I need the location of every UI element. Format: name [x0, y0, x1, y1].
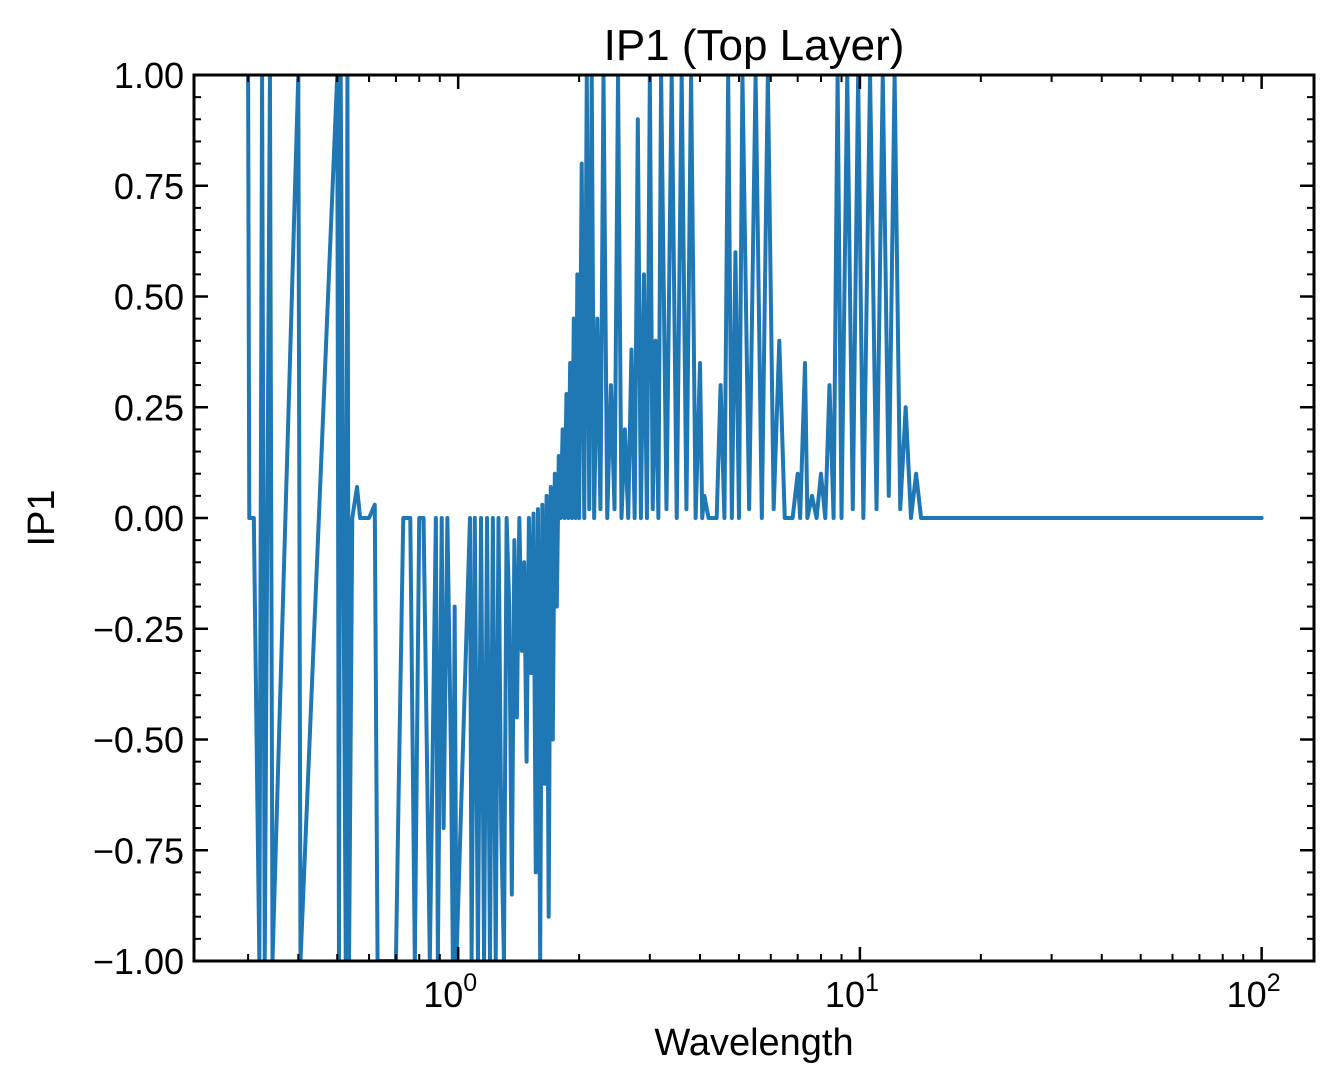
- x-tick-label: 101: [825, 969, 879, 1015]
- y-tick-label: 0.50: [114, 277, 184, 318]
- y-tick-label: −0.75: [93, 830, 184, 871]
- series-layer: [246, 75, 1264, 961]
- ticks-layer: 1.00 0.75 0.50 0.25 0.00 −0.25 −0.50 −0.75 −1.00…: [93, 55, 1314, 1015]
- y-tick-label: 1.00: [114, 55, 184, 96]
- y-tick-label: −0.25: [93, 609, 184, 650]
- x-tick-label: 100: [423, 969, 477, 1015]
- y-tick-label: 0.00: [114, 498, 184, 539]
- plot-frame: [192, 73, 1316, 963]
- series-line-0: [246, 75, 1264, 961]
- x-tick-label: 102: [1227, 969, 1281, 1015]
- y-axis-label: IP1: [21, 489, 63, 546]
- x-axis-label: Wavelength: [654, 1022, 853, 1064]
- chart-title: IP1 (Top Layer): [604, 21, 905, 70]
- y-tick-label: −0.50: [93, 720, 184, 761]
- y-tick-label: −1.00: [93, 941, 184, 982]
- y-tick-label: 0.75: [114, 166, 184, 207]
- y-tick-label: 0.25: [114, 387, 184, 428]
